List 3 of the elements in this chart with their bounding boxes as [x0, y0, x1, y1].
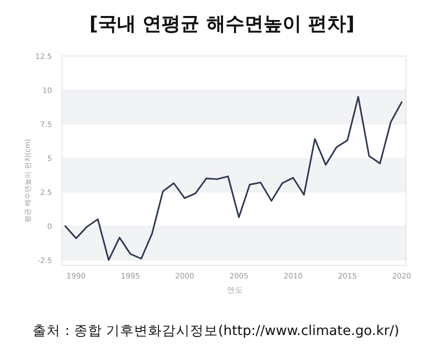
- source-note: 출처 : 종합 기후변화감시정보(http://www.climate.go.kr/): [32, 323, 400, 339]
- line-series: [64, 96, 402, 261]
- chart-title: [국내 연평균 해수면높이 편차]: [89, 13, 355, 35]
